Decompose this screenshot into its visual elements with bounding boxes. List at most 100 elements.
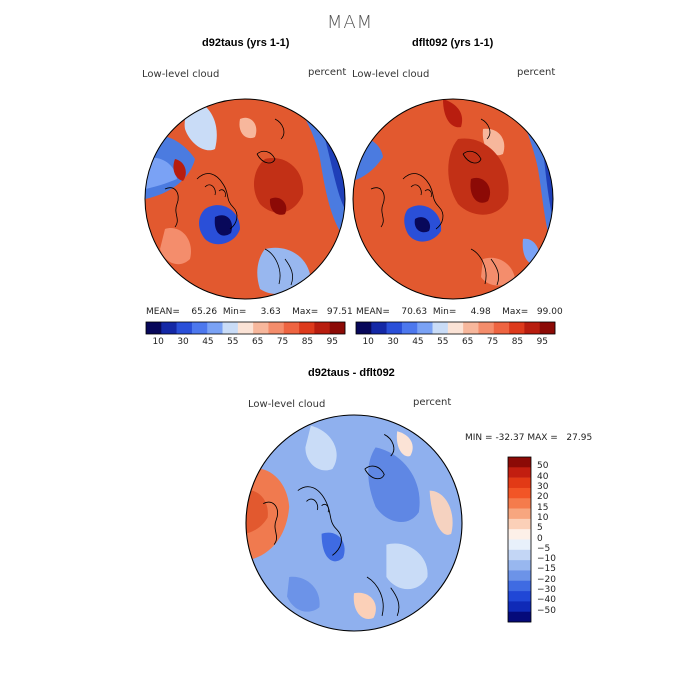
- panel1-title: d92taus (yrs 1-1): [202, 37, 290, 49]
- panel2-colorbar-ticks: 10 30 45 55 65 75 85 95: [356, 337, 555, 349]
- panel2-polar-map: [352, 98, 554, 300]
- panel3-min-label: MIN =: [465, 433, 493, 443]
- colorbar-swatch: [508, 467, 531, 478]
- colorbar-tick-label: 95: [536, 337, 549, 347]
- colorbar-swatch: [508, 498, 531, 509]
- colorbar-tick-label: −5: [537, 543, 551, 554]
- colorbar-tick-label: 50: [537, 461, 549, 472]
- panel1-colorbar-ticks: 10 30 45 55 65 75 85 95: [146, 337, 345, 349]
- colorbar-swatch: [508, 611, 531, 623]
- panel2-mean-label: MEAN=: [356, 307, 390, 317]
- colorbar-tick-label: −20: [537, 574, 556, 585]
- panel1-mean-value: 65.26: [191, 307, 218, 317]
- colorbar-tick-label: 75: [276, 337, 289, 347]
- panel2-field-label: Low-level cloud: [352, 69, 430, 80]
- panel2-stats: MEAN= 70.63 Min= 4.98 Max= 99.00: [356, 307, 563, 317]
- colorbar-swatch: [299, 322, 315, 334]
- colorbar-swatch: [447, 322, 464, 334]
- colorbar-swatch: [329, 322, 346, 334]
- colorbar-swatch: [253, 322, 269, 334]
- colorbar-swatch: [509, 322, 525, 334]
- colorbar-swatch: [237, 322, 254, 334]
- colorbar-swatch: [222, 322, 239, 334]
- colorbar-swatch: [371, 322, 387, 334]
- panel3-colorbar: [507, 456, 532, 623]
- panel3-units: percent: [413, 397, 452, 408]
- colorbar-tick-label: 10: [537, 512, 549, 523]
- colorbar-tick-label: 30: [537, 481, 549, 492]
- panel1-max-value: 97.51: [326, 307, 353, 317]
- colorbar-tick-label: 0: [537, 533, 543, 544]
- colorbar-swatch: [191, 322, 208, 334]
- colorbar-tick-label: 40: [537, 471, 549, 482]
- panel3-colorbar-ticks: 50 40 30 20 15 10 5 0 −5 −10 −15 −20 −30 −40 −50: [537, 457, 577, 622]
- panel2-title: dflt092 (yrs 1-1): [412, 37, 494, 49]
- panel2-max-value: 99.00: [536, 307, 563, 317]
- colorbar-swatch: [508, 477, 531, 489]
- panel3-field-label: Low-level cloud: [248, 399, 326, 410]
- colorbar-tick-label: −10: [537, 554, 556, 565]
- colorbar-swatch: [508, 508, 531, 520]
- panel3-min-value: -32.37: [495, 433, 525, 443]
- colorbar-swatch: [508, 518, 531, 530]
- colorbar-swatch: [508, 457, 531, 468]
- colorbar-tick-label: 55: [437, 337, 449, 347]
- colorbar-tick-label: 10: [152, 337, 164, 347]
- panel3-minmax: MIN = -32.37 MAX = 27.95: [465, 433, 592, 443]
- colorbar-tick-label: 20: [537, 492, 549, 503]
- colorbar-tick-label: 85: [301, 337, 314, 347]
- colorbar-tick-label: 30: [177, 337, 189, 347]
- panel2-min-label: Min=: [432, 307, 457, 317]
- panel1-min-label: Min=: [222, 307, 247, 317]
- colorbar-swatch: [508, 539, 531, 551]
- panel1-max-label: Max=: [292, 307, 319, 317]
- colorbar-swatch: [268, 322, 285, 334]
- panel3-polar-map: [245, 414, 463, 632]
- panel1-stats: MEAN= 65.26 Min= 3.63 Max= 97.51: [146, 307, 353, 317]
- colorbar-swatch: [478, 322, 495, 334]
- colorbar-tick-label: 65: [461, 337, 474, 347]
- colorbar-swatch: [508, 601, 531, 612]
- colorbar-swatch: [493, 322, 510, 334]
- panel1-polar-map: [144, 98, 346, 300]
- panel1-mean-label: MEAN=: [146, 307, 180, 317]
- colorbar-swatch: [524, 322, 540, 334]
- colorbar-swatch: [508, 549, 531, 561]
- panel2-mean-value: 70.63: [401, 307, 428, 317]
- colorbar-swatch: [508, 487, 531, 499]
- panel2-max-label: Max=: [502, 307, 529, 317]
- colorbar-swatch: [283, 322, 300, 334]
- colorbar-tick-label: 30: [387, 337, 399, 347]
- colorbar-swatch: [432, 322, 449, 334]
- colorbar-tick-label: −30: [537, 585, 556, 596]
- colorbar-swatch: [508, 529, 531, 540]
- colorbar-swatch: [508, 570, 531, 582]
- panel3-max-label: MAX =: [527, 433, 558, 443]
- colorbar-swatch: [463, 322, 479, 334]
- colorbar-tick-label: 85: [511, 337, 524, 347]
- colorbar-tick-label: 65: [251, 337, 264, 347]
- panel3-title: d92taus - dflt092: [308, 367, 395, 379]
- colorbar-swatch: [417, 322, 433, 334]
- colorbar-tick-label: 55: [227, 337, 239, 347]
- panel1-units: percent: [308, 67, 347, 78]
- panel2-colorbar: [355, 321, 556, 335]
- colorbar-swatch: [508, 591, 531, 602]
- colorbar-tick-label: 5: [537, 523, 543, 534]
- page-title: MAM: [326, 12, 374, 33]
- colorbar-swatch: [386, 322, 403, 334]
- colorbar-swatch: [508, 560, 531, 571]
- colorbar-swatch: [314, 322, 330, 334]
- colorbar-swatch: [146, 322, 162, 334]
- panel1-min-value: 3.63: [260, 307, 281, 317]
- colorbar-swatch: [161, 322, 177, 334]
- colorbar-swatch: [207, 322, 223, 334]
- colorbar-tick-label: 45: [412, 337, 424, 347]
- colorbar-tick-label: −40: [537, 595, 556, 606]
- panel2-units: percent: [517, 67, 556, 78]
- colorbar-tick-label: 10: [362, 337, 374, 347]
- colorbar-swatch: [356, 322, 372, 334]
- colorbar-swatch: [401, 322, 418, 334]
- colorbar-tick-label: 45: [202, 337, 214, 347]
- colorbar-tick-label: 15: [537, 502, 549, 513]
